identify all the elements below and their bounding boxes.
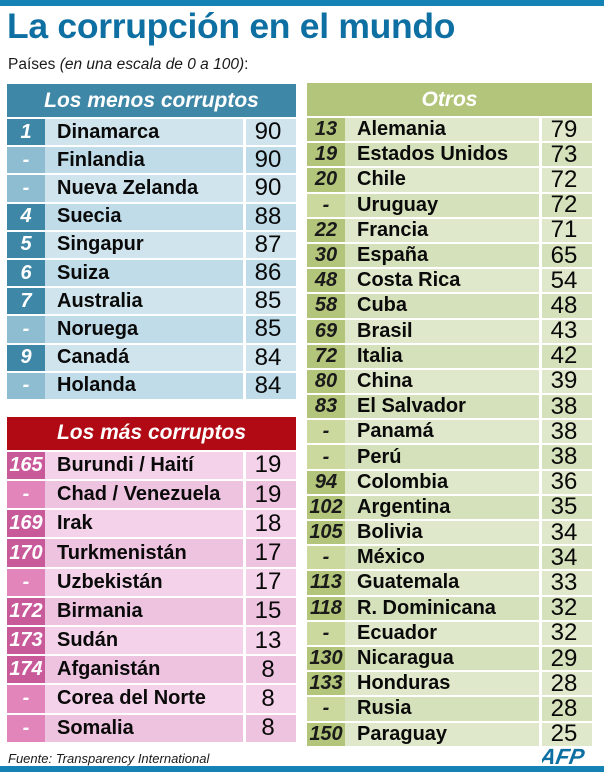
svg-text:AFP: AFP bbox=[542, 746, 587, 768]
